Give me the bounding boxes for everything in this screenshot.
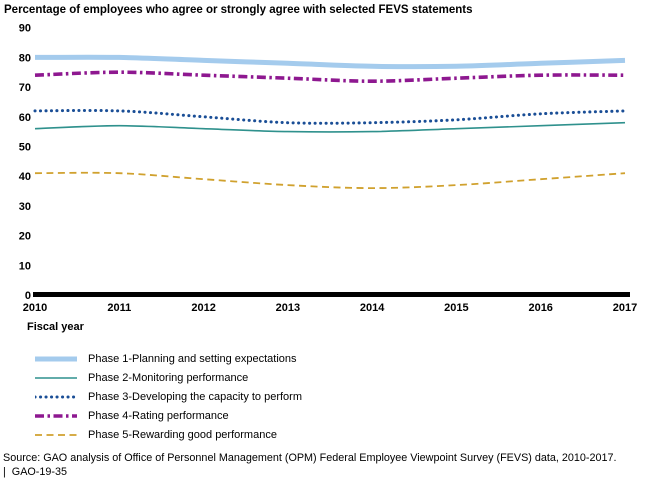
series-line-phase-2 <box>34 121 626 133</box>
source-line-2: | GAO-19-35 <box>3 465 68 478</box>
series-line-phase-4 <box>34 70 626 84</box>
legend-label-phase-4: Phase 4-Rating performance <box>88 409 229 422</box>
y-tick-30: 30 <box>19 201 31 213</box>
legend-swatch-phase-2 <box>35 376 77 379</box>
y-axis-tick-labels: 0 10 20 30 40 50 60 70 80 90 <box>19 23 31 302</box>
legend-label-phase-3: Phase 3-Developing the capacity to perfo… <box>88 390 303 403</box>
legend-swatch-phase-4 <box>35 413 77 418</box>
source-line-1: Source: GAO analysis of Office of Person… <box>3 452 617 464</box>
x-tick-2016: 2016 <box>528 302 552 314</box>
fevs-line-chart: 0 10 20 30 40 50 60 70 80 90 2010 2011 2012 2013 2014… <box>19 23 637 333</box>
y-tick-40: 40 <box>19 171 31 183</box>
y-tick-80: 80 <box>19 52 31 64</box>
x-axis-tick-labels: 2010 2011 2012 2013 2014 2015 2016 2017 <box>23 302 637 314</box>
y-tick-0: 0 <box>25 290 31 302</box>
legend: Phase 1-Planning and setting expectation… <box>35 349 302 444</box>
y-tick-20: 20 <box>19 231 31 243</box>
legend-label-phase-2: Phase 2-Monitoring performance <box>88 371 249 384</box>
legend-item-phase-5: Phase 5-Rewarding good performance <box>35 425 302 444</box>
x-tick-2014: 2014 <box>360 302 385 314</box>
y-tick-50: 50 <box>19 142 31 154</box>
y-tick-90: 90 <box>19 23 31 35</box>
series-line-phase-5 <box>34 171 626 190</box>
series-line-phase-3 <box>33 108 627 125</box>
x-axis-line <box>33 292 630 297</box>
series-line-phase-1 <box>34 54 626 70</box>
legend-label-phase-5: Phase 5-Rewarding good performance <box>88 428 277 441</box>
legend-swatch-phase-1 <box>35 356 77 361</box>
source-note: Source: GAO analysis of Office of Person… <box>3 452 647 479</box>
x-axis-title: Fiscal year <box>27 321 85 333</box>
legend-item-phase-3: Phase 3-Developing the capacity to perfo… <box>35 387 302 406</box>
legend-swatch-phase-5 <box>35 433 77 436</box>
legend-item-phase-1: Phase 1-Planning and setting expectation… <box>35 349 302 368</box>
x-tick-2013: 2013 <box>276 302 300 314</box>
x-tick-2010: 2010 <box>23 302 47 314</box>
x-tick-2017: 2017 <box>613 302 637 314</box>
y-tick-70: 70 <box>19 82 31 94</box>
y-tick-10: 10 <box>19 260 31 272</box>
legend-swatch-phase-3 <box>35 395 77 398</box>
legend-label-phase-1: Phase 1-Planning and setting expectation… <box>88 352 297 365</box>
chart-title: Percentage of employees who agree or str… <box>4 4 473 16</box>
legend-item-phase-2: Phase 2-Monitoring performance <box>35 368 302 387</box>
legend-item-phase-4: Phase 4-Rating performance <box>35 406 302 425</box>
x-tick-2012: 2012 <box>191 302 215 314</box>
x-tick-2011: 2011 <box>107 302 131 314</box>
chart-series-lines <box>33 54 627 190</box>
x-tick-2015: 2015 <box>444 302 468 314</box>
y-tick-60: 60 <box>19 112 31 124</box>
